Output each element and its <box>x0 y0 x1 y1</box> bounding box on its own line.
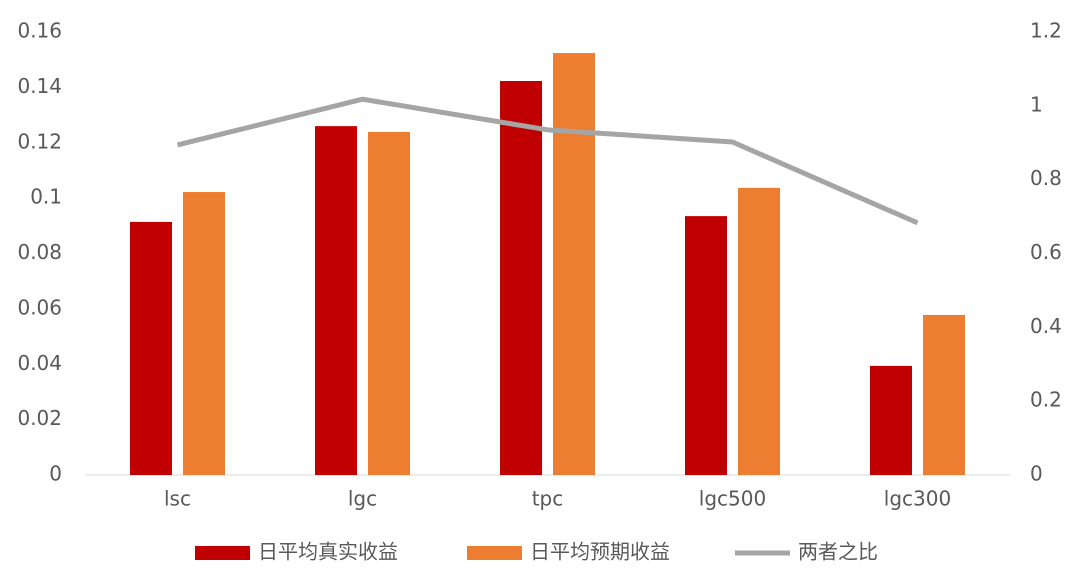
y2-tick-label: 1 <box>1030 92 1043 116</box>
y-tick-label: 0.04 <box>17 351 62 375</box>
legend-label: 日平均预期收益 <box>530 540 670 564</box>
y-tick-label: 0.06 <box>17 295 62 319</box>
x-tick-label: lgc500 <box>699 487 766 511</box>
x-tick-label: tpc <box>532 487 564 511</box>
line <box>176 96 919 226</box>
y-tick-label: 0.02 <box>17 406 62 430</box>
y-tick-label: 0.12 <box>17 129 62 153</box>
bar <box>553 53 595 475</box>
y-tick-label: 0.14 <box>17 74 62 98</box>
y-tick-label: 0.16 <box>17 19 62 43</box>
y2-tick-label: 0.4 <box>1030 314 1062 338</box>
y2-tick-label: 0.6 <box>1030 240 1062 264</box>
y2-tick-label: 0 <box>1030 462 1043 486</box>
x-tick-label: lgc300 <box>884 487 951 511</box>
bar <box>368 131 410 475</box>
y2-tick-label: 0.2 <box>1030 388 1062 412</box>
bar <box>500 81 542 476</box>
y2-tick-label: 0.8 <box>1030 166 1062 190</box>
legend-label: 两者之比 <box>798 540 878 564</box>
bar <box>130 221 172 475</box>
x-tick-label: lsc <box>164 487 191 511</box>
x-tick-label: lgc <box>348 487 377 511</box>
bar <box>685 216 727 475</box>
bar <box>870 365 912 475</box>
bar <box>923 314 965 475</box>
y-tick-label: 0 <box>49 462 62 486</box>
bar <box>315 126 357 475</box>
legend-swatch <box>195 546 250 560</box>
bar <box>183 192 225 475</box>
legend-label: 日平均真实收益 <box>258 540 398 564</box>
y-tick-label: 0.08 <box>17 240 62 264</box>
y-tick-label: 0.1 <box>30 185 62 209</box>
bar <box>738 187 780 476</box>
legend-swatch <box>467 546 522 560</box>
y2-tick-label: 1.2 <box>1030 19 1062 43</box>
